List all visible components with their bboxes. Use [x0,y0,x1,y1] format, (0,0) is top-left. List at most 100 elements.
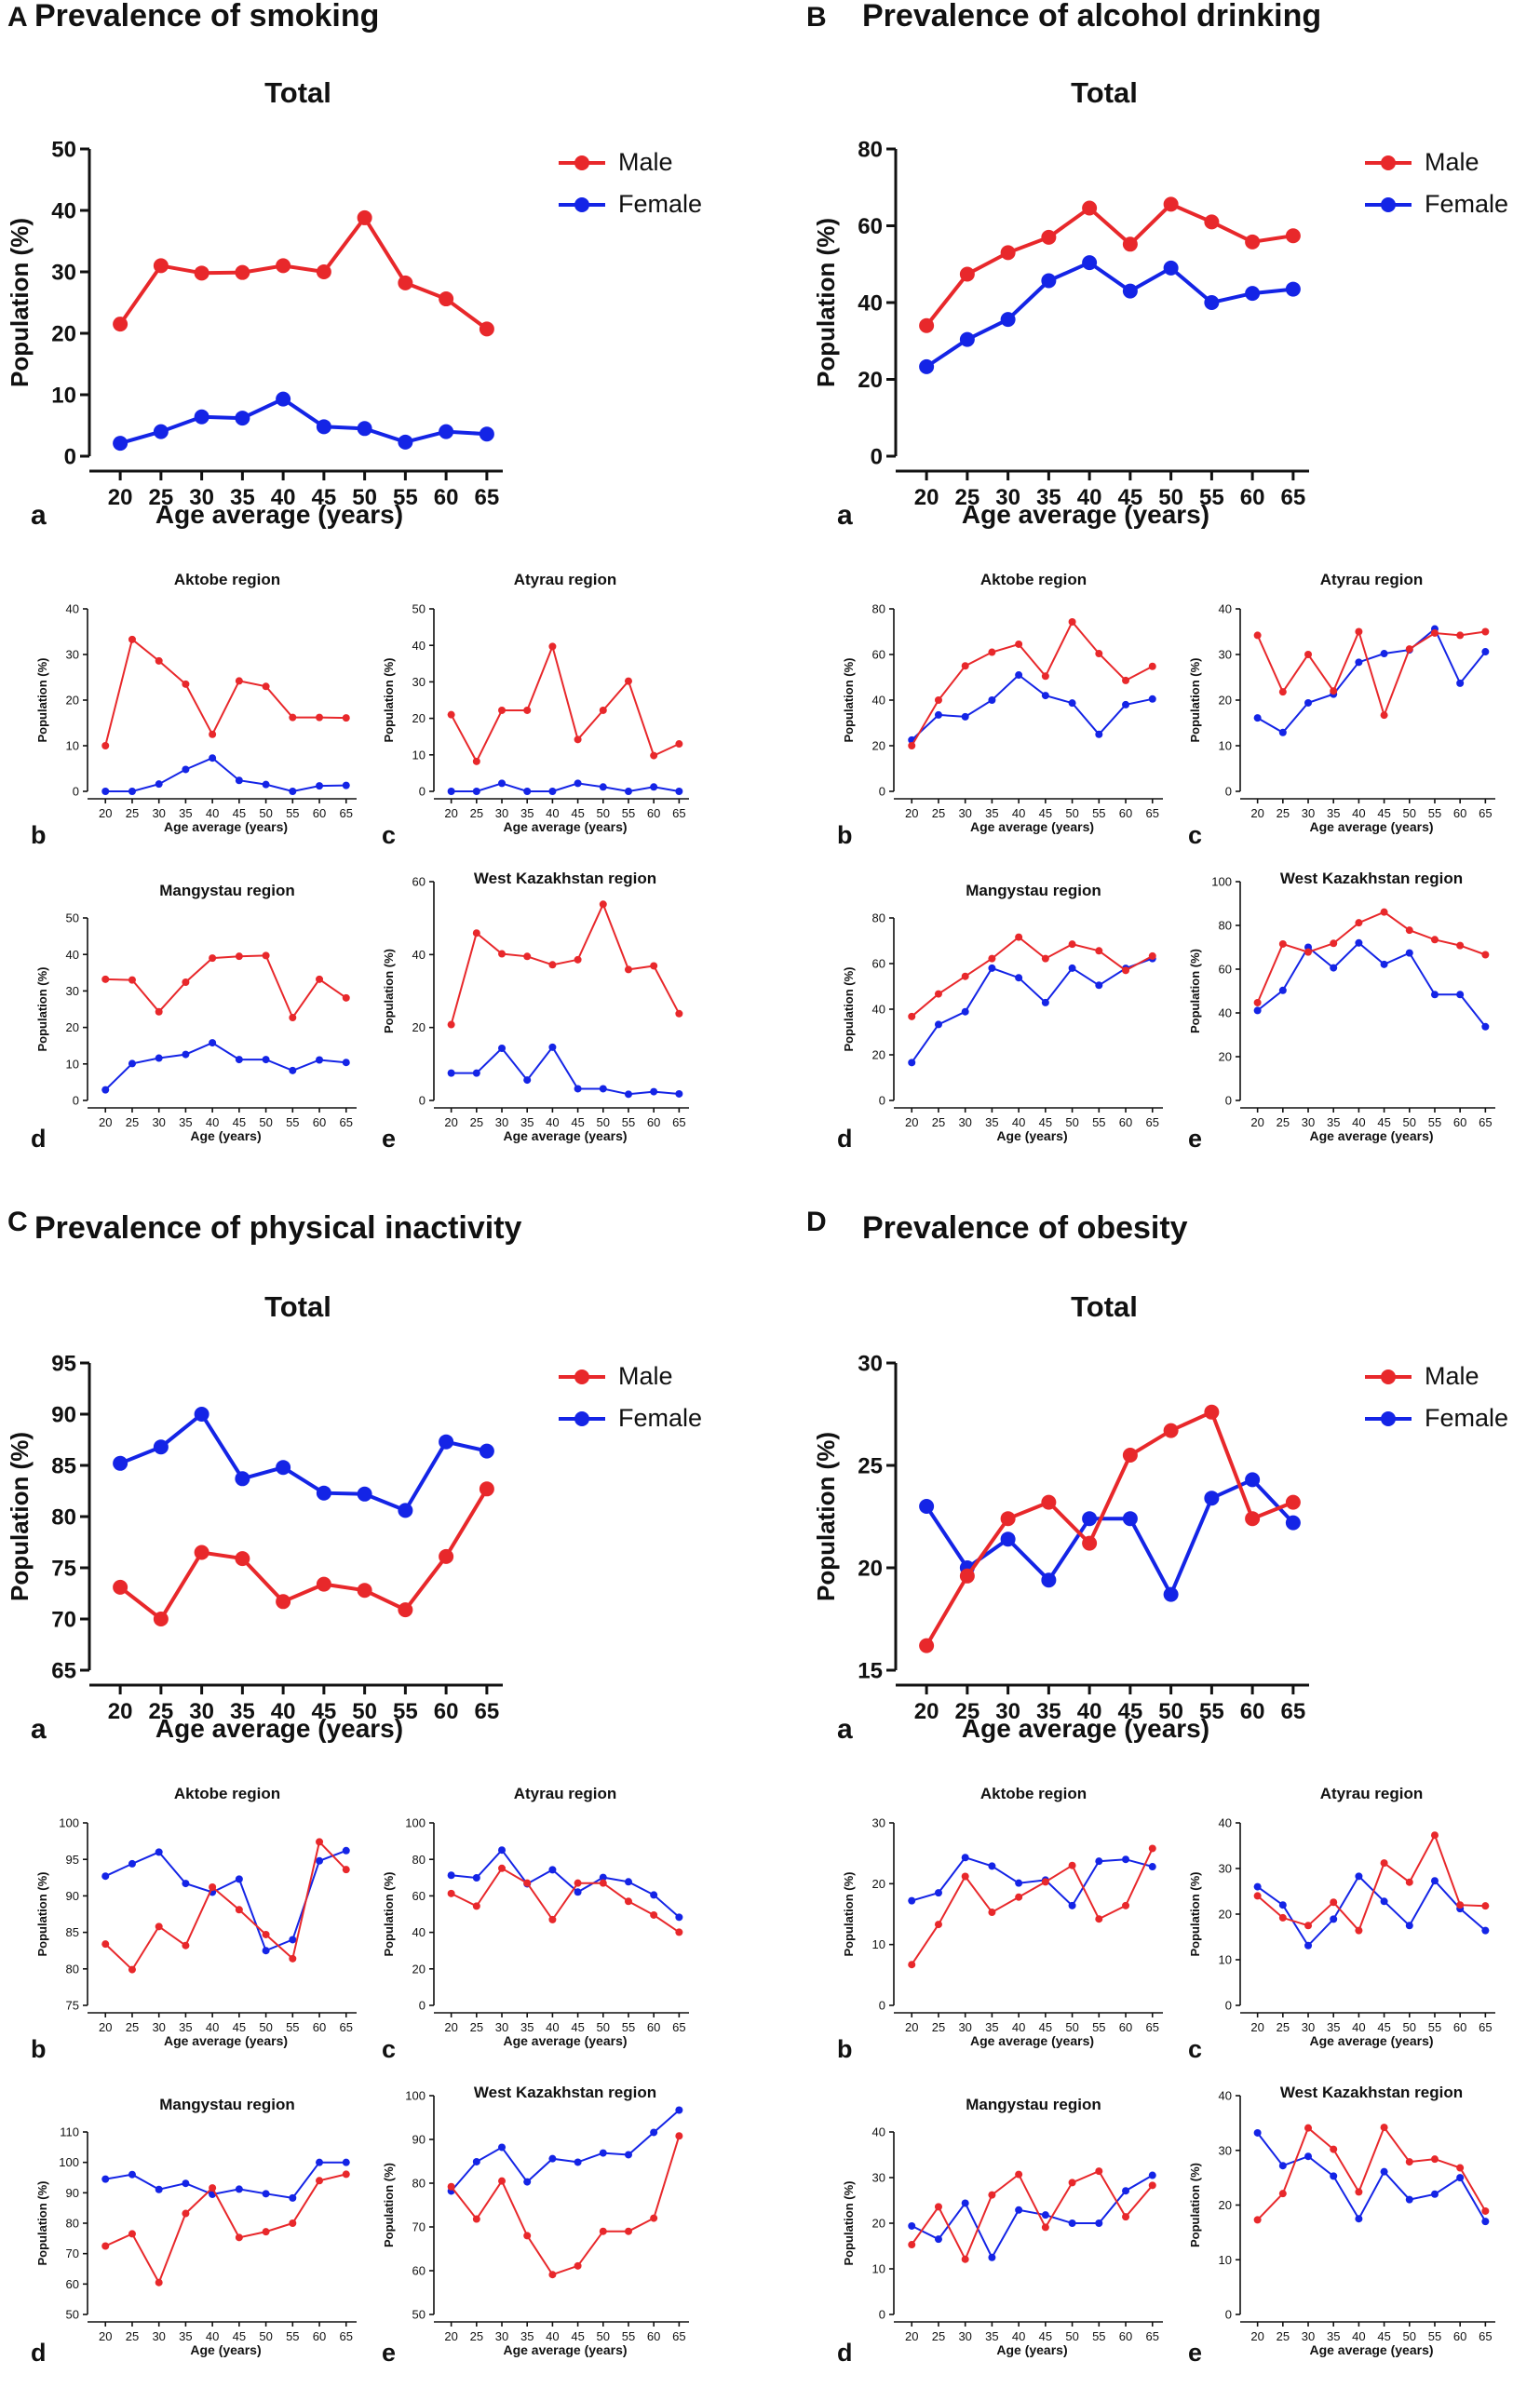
chart-a-e: 0 20 40 60 20 25 30 35 40 45 50 55 60 65 West Kazakhst… [382,870,689,1153]
chart-ae-male-point [574,955,582,964]
chart-dc-x-tick-label: 60 [1453,2020,1466,2034]
chart-da-x-tick-label: 35 [1036,1699,1061,1724]
chart-ab-female-point [128,788,136,795]
chart-ba-male-point [1122,236,1138,252]
chart-ae-female-point [498,1044,507,1052]
chart-cb-male-point [316,1838,324,1846]
chart-ca-y-tick-label: 85 [51,1453,76,1478]
chart-bc-x-tick-label: 55 [1428,806,1441,820]
chart-ac-tag: c [382,821,396,849]
chart-da-male-point [1204,1404,1220,1420]
chart-ac-male-point [498,706,507,714]
chart-ba-female-point [1163,260,1179,276]
chart-de-x-tick-label: 50 [1403,2329,1416,2343]
chart-aa-x-tick-label: 25 [149,485,174,510]
chart-dd-female-point [1148,2171,1156,2179]
chart-dc-x-tick-label: 20 [1250,2020,1263,2034]
chart-ca-y-tick-label: 90 [51,1402,76,1427]
chart-ca-y-tick-label: 95 [51,1351,76,1376]
chart-aa-female-point [479,426,494,442]
chart-db-male-point [988,1909,996,1917]
chart-ac-female-point [548,788,557,795]
chart-be-female-point [1430,991,1439,999]
chart-ac-male-point [548,642,557,651]
chart-ab-female-point [182,765,190,774]
chart-cb-male-point [128,1965,136,1974]
chart-ad-male-point [235,952,243,961]
chart-da-male-point [1122,1448,1138,1463]
chart-aa-x-tick-label: 35 [230,485,255,510]
chart-ca-male-point [276,1594,291,1610]
chart-aa-tag: a [31,500,47,531]
chart-ae-female-point [447,1069,455,1077]
chart-ae-y-tick-label: 60 [412,875,426,889]
chart-ba-y-tick-label: 20 [858,368,883,393]
chart-dd-x-tick-label: 65 [1146,2329,1159,2343]
chart-be-y-tick-label: 20 [1219,1050,1232,1064]
chart-bd-x-label: Age (years) [996,1128,1067,1143]
chart-cb-male-point [209,1882,217,1891]
chart-db-female-point [1148,1863,1156,1871]
chart-cd-x-tick-label: 25 [126,2329,139,2343]
chart-cd-male-point [289,2219,297,2227]
chart-cd-title: Mangystau region [159,2096,294,2113]
chart-dd-tag: d [837,2339,853,2367]
chart-ba-male-point [919,317,935,333]
chart-cb-male-point [155,1923,163,1931]
chart-ca-male-point [153,1612,169,1626]
chart-ac-x-tick-label: 30 [495,806,508,820]
chart-da-x-tick-label: 40 [1077,1699,1102,1724]
chart-ad-y-tick-label: 0 [73,1094,79,1108]
chart-ad-x-tick-label: 55 [286,1115,299,1129]
chart-ba-y-tick-label: 0 [871,444,883,469]
chart-db-male-line [911,1847,1154,1965]
chart-cc-male-point [599,1879,607,1887]
chart-ad-x-label: Age (years) [190,1128,261,1143]
chart-ac-female-point [574,779,582,788]
chart-dc-female-point [1430,1877,1439,1885]
chart-cc-male-point [472,1902,480,1910]
chart-ac-x-tick-label: 35 [520,806,534,820]
chart-ad-x-tick-label: 45 [233,1115,246,1129]
chart-dd-x-tick-label: 45 [1039,2329,1052,2343]
chart-aa-female-point [276,391,291,407]
chart-cc-female-point [650,1891,658,1899]
chart-cc-male-point [624,1897,632,1906]
chart-be-x-tick-label: 40 [1352,1115,1365,1129]
chart-ba-female-point [1041,273,1057,289]
chart-db-male-point [908,1961,916,1969]
panel-title: Prevalence of physical inactivity [34,1210,522,1246]
chart-dc-male-point [1330,1898,1338,1907]
chart-be-x-tick-label: 25 [1277,1115,1290,1129]
chart-de-tag: e [1188,2339,1202,2367]
chart-ac-y-tick-label: 20 [412,711,426,725]
chart-cc-tag: c [382,2035,396,2063]
chart-aa-male-point [439,291,454,307]
chart-db-male-point [961,1872,969,1881]
chart-de-x-tick-label: 60 [1453,2329,1466,2343]
chart-bc-male-point [1380,711,1388,720]
chart-cd-x-tick-label: 45 [233,2329,246,2343]
chart-ca-female-point [398,1503,413,1518]
chart-da-female-point [1122,1511,1138,1527]
chart-ca-female-point [479,1443,494,1459]
chart-dd-female-point [961,2199,969,2207]
chart-cd-y-tick-label: 60 [66,2277,79,2291]
chart-ce-male-point [574,2261,582,2270]
chart-dc-title: Atyrau region [1320,1785,1424,1802]
chart-da-male-line [925,1410,1294,1647]
chart-ab-male-point [101,742,110,749]
chart-bb-title: Aktobe region [980,571,1087,588]
chart-db-female-point [1095,1857,1103,1866]
chart-cd-female-point [101,2175,110,2183]
chart-ad-y-tick-label: 30 [66,984,79,998]
chart-ae-x-tick-label: 60 [647,1115,660,1129]
chart-ae-y-tick-label: 40 [412,948,426,962]
chart-ca-female-point [357,1486,372,1502]
chart-cd-male-line [104,2173,347,2286]
chart-cc-x-tick-label: 35 [520,2020,534,2034]
chart-dc-male-point [1430,1831,1439,1840]
chart-ad-y-tick-label: 20 [66,1020,79,1034]
chart-dc-x-tick-label: 65 [1479,2020,1492,2034]
chart-c-d: 50 60 70 80 90 100 110 20 25 30 35 40 45 50 55 60 65 Mang… [31,2096,357,2367]
